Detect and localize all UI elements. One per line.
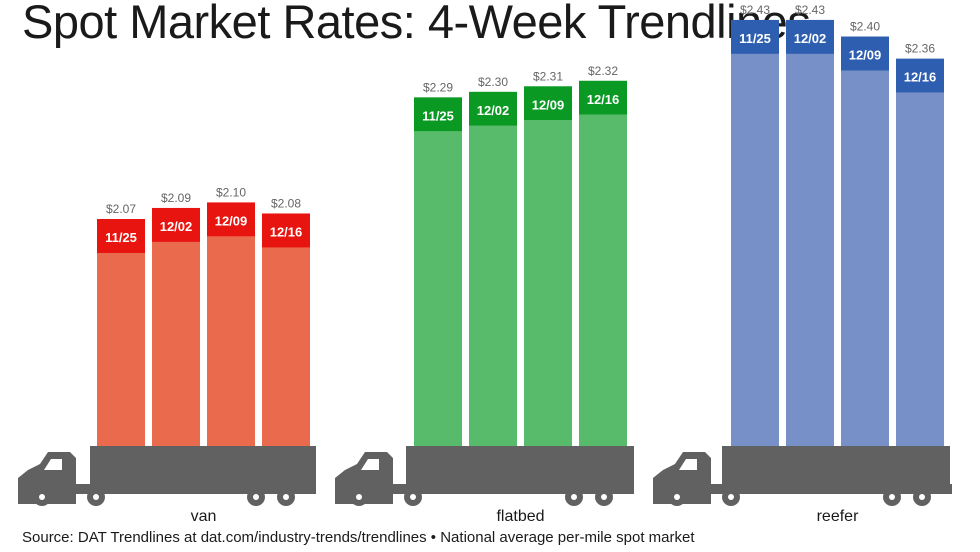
source-note: Source: DAT Trendlines at dat.com/indust… bbox=[22, 529, 695, 546]
value-label: $2.09 bbox=[161, 191, 191, 205]
date-band-flatbed-2 bbox=[469, 91, 517, 126]
date-label: 12/16 bbox=[270, 224, 303, 239]
date-band-reefer-2 bbox=[786, 19, 834, 54]
date-band-van-3 bbox=[207, 202, 255, 237]
van-group: 11/25 $2.07 12/02 $2.09 12/09 $2.10 12/16 $2.08… bbox=[18, 185, 316, 525]
date-label: 12/09 bbox=[215, 213, 248, 228]
date-band-flatbed-4 bbox=[579, 80, 627, 115]
trailer-body bbox=[406, 446, 634, 486]
date-band-flatbed-1 bbox=[414, 97, 462, 132]
wheel-hub bbox=[283, 494, 289, 500]
category-label: reefer bbox=[817, 508, 859, 525]
bar-reefer-1 bbox=[731, 53, 779, 449]
date-band-reefer-1 bbox=[731, 19, 779, 54]
wheel-hub bbox=[93, 494, 99, 500]
date-label: 11/25 bbox=[422, 108, 454, 123]
truck-icon bbox=[18, 446, 316, 506]
trailer-body bbox=[90, 446, 316, 486]
date-label: 12/09 bbox=[849, 48, 882, 63]
value-label: $2.40 bbox=[850, 20, 880, 34]
value-label: $2.10 bbox=[216, 185, 246, 199]
value-label: $2.43 bbox=[740, 3, 770, 17]
cab-window bbox=[361, 459, 379, 470]
date-band-van-1 bbox=[97, 219, 145, 253]
value-label: $2.29 bbox=[423, 80, 453, 94]
wheel-hub bbox=[674, 494, 680, 500]
truck-icon bbox=[335, 446, 634, 506]
date-band-van-4 bbox=[262, 213, 310, 248]
wheel-hub bbox=[356, 494, 362, 500]
value-label: $2.07 bbox=[106, 202, 136, 216]
date-label: 11/25 bbox=[105, 230, 137, 245]
bar-van-3 bbox=[207, 236, 255, 448]
wheel-hub bbox=[253, 494, 259, 500]
bar-reefer-4 bbox=[896, 92, 944, 448]
wheel-hub bbox=[889, 494, 895, 500]
date-band-reefer-4 bbox=[896, 58, 944, 93]
truck-icon bbox=[653, 446, 952, 506]
date-label: 12/02 bbox=[794, 31, 827, 46]
wheel-hub bbox=[919, 494, 925, 500]
trailer-body bbox=[722, 446, 950, 486]
date-band-flatbed-3 bbox=[524, 86, 572, 121]
wheel-hub bbox=[601, 494, 607, 500]
cab-window bbox=[679, 459, 697, 470]
bar-flatbed-3 bbox=[524, 120, 572, 448]
chart-title: Spot Market Rates: 4-Week Trendlines bbox=[22, 0, 811, 48]
bar-flatbed-1 bbox=[414, 131, 462, 448]
value-label: $2.36 bbox=[905, 42, 935, 56]
bar-van-2 bbox=[152, 241, 200, 448]
bar-reefer-2 bbox=[786, 53, 834, 449]
reefer-group: 11/25 $2.43 12/02 $2.43 12/09 $2.40 12/16 $2.36… bbox=[653, 3, 952, 525]
chassis bbox=[58, 484, 316, 494]
category-label: van bbox=[191, 508, 217, 525]
wheel-hub bbox=[39, 494, 45, 500]
category-label: flatbed bbox=[496, 508, 544, 525]
value-label: $2.43 bbox=[795, 3, 825, 17]
wheel-hub bbox=[728, 494, 734, 500]
value-label: $2.31 bbox=[533, 69, 563, 83]
chassis bbox=[375, 484, 634, 494]
cab-window bbox=[44, 459, 62, 470]
flatbed-group: 11/25 $2.29 12/02 $2.30 12/09 $2.31 12/16 $2.32… bbox=[335, 64, 634, 525]
bar-reefer-3 bbox=[841, 70, 889, 448]
date-band-van-2 bbox=[152, 207, 200, 242]
date-label: 11/25 bbox=[739, 31, 771, 46]
bar-van-4 bbox=[262, 247, 310, 448]
chassis bbox=[693, 484, 952, 494]
wheel-hub bbox=[571, 494, 577, 500]
value-label: $2.08 bbox=[271, 196, 301, 210]
value-label: $2.30 bbox=[478, 75, 508, 89]
bar-flatbed-2 bbox=[469, 125, 517, 448]
date-label: 12/16 bbox=[904, 70, 937, 85]
date-label: 12/16 bbox=[587, 92, 620, 107]
bar-van-1 bbox=[97, 253, 145, 448]
date-label: 12/02 bbox=[477, 103, 510, 118]
date-label: 12/09 bbox=[532, 97, 565, 112]
date-label: 12/02 bbox=[160, 219, 193, 234]
bar-flatbed-4 bbox=[579, 114, 627, 448]
wheel-hub bbox=[410, 494, 416, 500]
value-label: $2.32 bbox=[588, 64, 618, 78]
date-band-reefer-3 bbox=[841, 36, 889, 71]
